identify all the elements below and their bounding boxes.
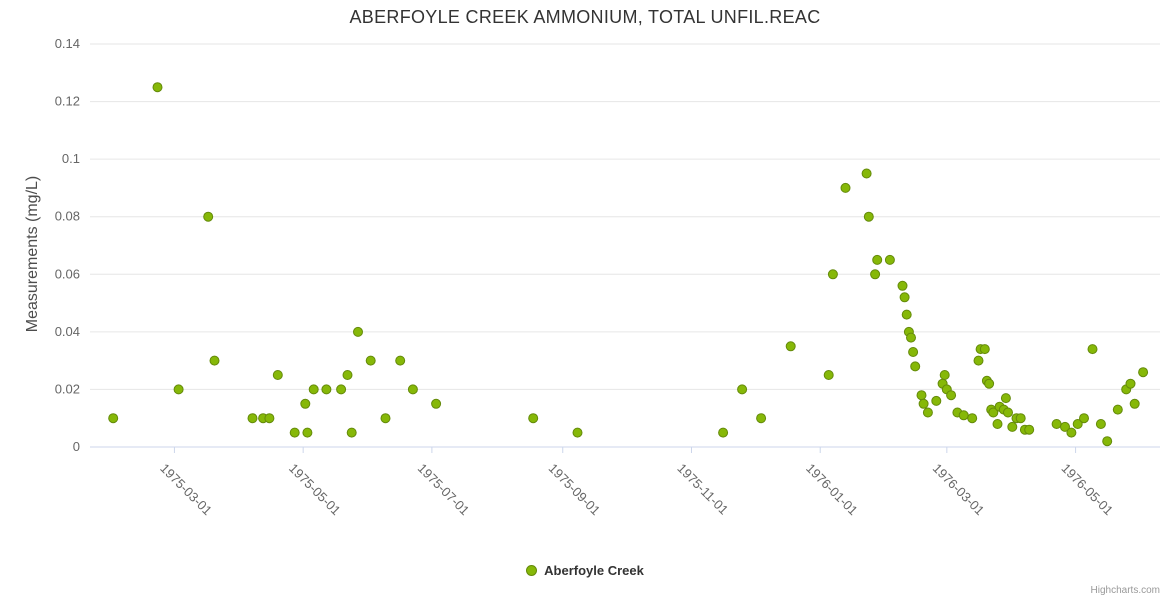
highcharts-credits-link[interactable]: Highcharts.com — [1090, 585, 1160, 596]
data-point[interactable] — [308, 384, 319, 395]
data-point[interactable] — [300, 398, 311, 409]
x-axis-tick-label: 1975-05-01 — [286, 461, 344, 519]
x-axis-tick-label: 1976-03-01 — [930, 461, 988, 519]
data-point[interactable] — [209, 355, 220, 366]
data-point[interactable] — [353, 326, 363, 337]
data-point[interactable] — [967, 413, 978, 424]
chart-title: ABERFOYLE CREEK AMMONIUM, TOTAL UNFIL.RE… — [349, 7, 821, 27]
x-axis-tick-label: 1976-01-01 — [803, 461, 861, 519]
data-point[interactable] — [884, 254, 895, 265]
data-point[interactable] — [922, 407, 933, 418]
data-point[interactable] — [916, 390, 927, 401]
y-axis-tick-label: 0.06 — [55, 266, 80, 281]
data-point[interactable] — [785, 341, 796, 352]
y-axis-tick-label: 0.14 — [55, 36, 80, 51]
data-point[interactable] — [572, 427, 583, 438]
data-point[interactable] — [1000, 393, 1011, 404]
data-point[interactable] — [342, 370, 353, 380]
data-point[interactable] — [395, 355, 406, 366]
x-axis-tick-label: 1976-05-01 — [1058, 461, 1116, 519]
data-point[interactable] — [1015, 413, 1026, 424]
y-axis-tick-label: 0.08 — [55, 209, 80, 224]
data-point[interactable] — [346, 427, 357, 438]
data-point[interactable] — [718, 427, 729, 438]
x-axis-tick-label: 1975-11-01 — [674, 461, 731, 518]
legend-label: Aberfoyle Creek — [544, 563, 644, 578]
data-point[interactable] — [918, 398, 929, 409]
data-point[interactable] — [1095, 419, 1106, 429]
data-point[interactable] — [946, 390, 957, 401]
data-point[interactable] — [264, 413, 275, 424]
data-point[interactable] — [1051, 419, 1062, 429]
data-point[interactable] — [289, 427, 300, 438]
data-point[interactable] — [827, 269, 838, 280]
data-point[interactable] — [901, 309, 912, 320]
data-point[interactable] — [173, 384, 184, 395]
data-point[interactable] — [152, 82, 163, 93]
data-point[interactable] — [861, 168, 872, 179]
data-point[interactable] — [1060, 421, 1070, 432]
data-point[interactable] — [1138, 367, 1149, 378]
data-point[interactable] — [908, 347, 919, 357]
data-point[interactable] — [247, 413, 258, 424]
data-point[interactable] — [528, 413, 539, 424]
data-point[interactable] — [756, 413, 767, 424]
data-point[interactable] — [979, 344, 990, 355]
data-point[interactable] — [863, 211, 874, 222]
x-axis-tick-label: 1975-03-01 — [157, 461, 215, 519]
data-point[interactable] — [1125, 378, 1136, 389]
data-point[interactable] — [992, 419, 1003, 429]
data-point[interactable] — [899, 292, 910, 303]
data-point[interactable] — [431, 398, 442, 409]
y-axis-tick-label: 0.04 — [55, 324, 80, 339]
data-point[interactable] — [1079, 413, 1089, 424]
data-point[interactable] — [1072, 419, 1083, 429]
legend-item[interactable]: Aberfoyle Creek — [0, 563, 1170, 578]
y-axis-tick-label: 0.12 — [55, 94, 80, 109]
data-point[interactable] — [1129, 398, 1140, 409]
data-point[interactable] — [931, 395, 942, 406]
data-point[interactable] — [897, 280, 908, 291]
data-point[interactable] — [870, 269, 881, 280]
y-axis-tick-label: 0.02 — [55, 381, 80, 396]
x-axis-tick-label: 1975-07-01 — [415, 461, 473, 519]
data-point[interactable] — [336, 384, 347, 395]
data-point[interactable] — [380, 413, 391, 424]
data-point[interactable] — [1102, 436, 1113, 447]
data-point[interactable] — [272, 370, 283, 380]
data-point[interactable] — [973, 355, 984, 366]
data-point[interactable] — [988, 407, 999, 418]
data-point[interactable] — [321, 384, 332, 395]
data-point[interactable] — [958, 410, 969, 421]
y-axis-tick-label: 0 — [73, 439, 80, 454]
data-point[interactable] — [203, 211, 214, 222]
legend-marker-icon — [526, 565, 538, 576]
data-point[interactable] — [1007, 421, 1018, 432]
data-point[interactable] — [906, 332, 916, 343]
data-point[interactable] — [1112, 404, 1123, 415]
data-point[interactable] — [302, 427, 313, 438]
data-point[interactable] — [823, 370, 834, 380]
data-point[interactable] — [840, 182, 851, 193]
data-point[interactable] — [1087, 344, 1098, 355]
x-axis-tick-label: 1975-09-01 — [546, 461, 604, 519]
data-point[interactable] — [1003, 407, 1013, 418]
data-point[interactable] — [1066, 427, 1077, 438]
data-point[interactable] — [108, 413, 119, 424]
y-axis-tick-label: 0.1 — [62, 151, 80, 166]
data-point[interactable] — [737, 384, 748, 395]
data-point[interactable] — [872, 254, 883, 265]
data-point[interactable] — [910, 361, 921, 372]
data-point[interactable] — [939, 370, 950, 380]
data-point[interactable] — [1024, 424, 1035, 435]
data-point[interactable] — [407, 384, 418, 395]
data-point[interactable] — [984, 378, 995, 389]
data-point[interactable] — [365, 355, 376, 366]
